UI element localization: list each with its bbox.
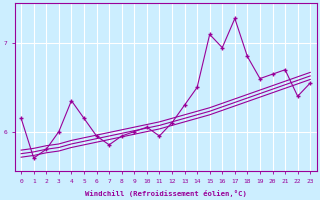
X-axis label: Windchill (Refroidissement éolien,°C): Windchill (Refroidissement éolien,°C) xyxy=(85,190,247,197)
